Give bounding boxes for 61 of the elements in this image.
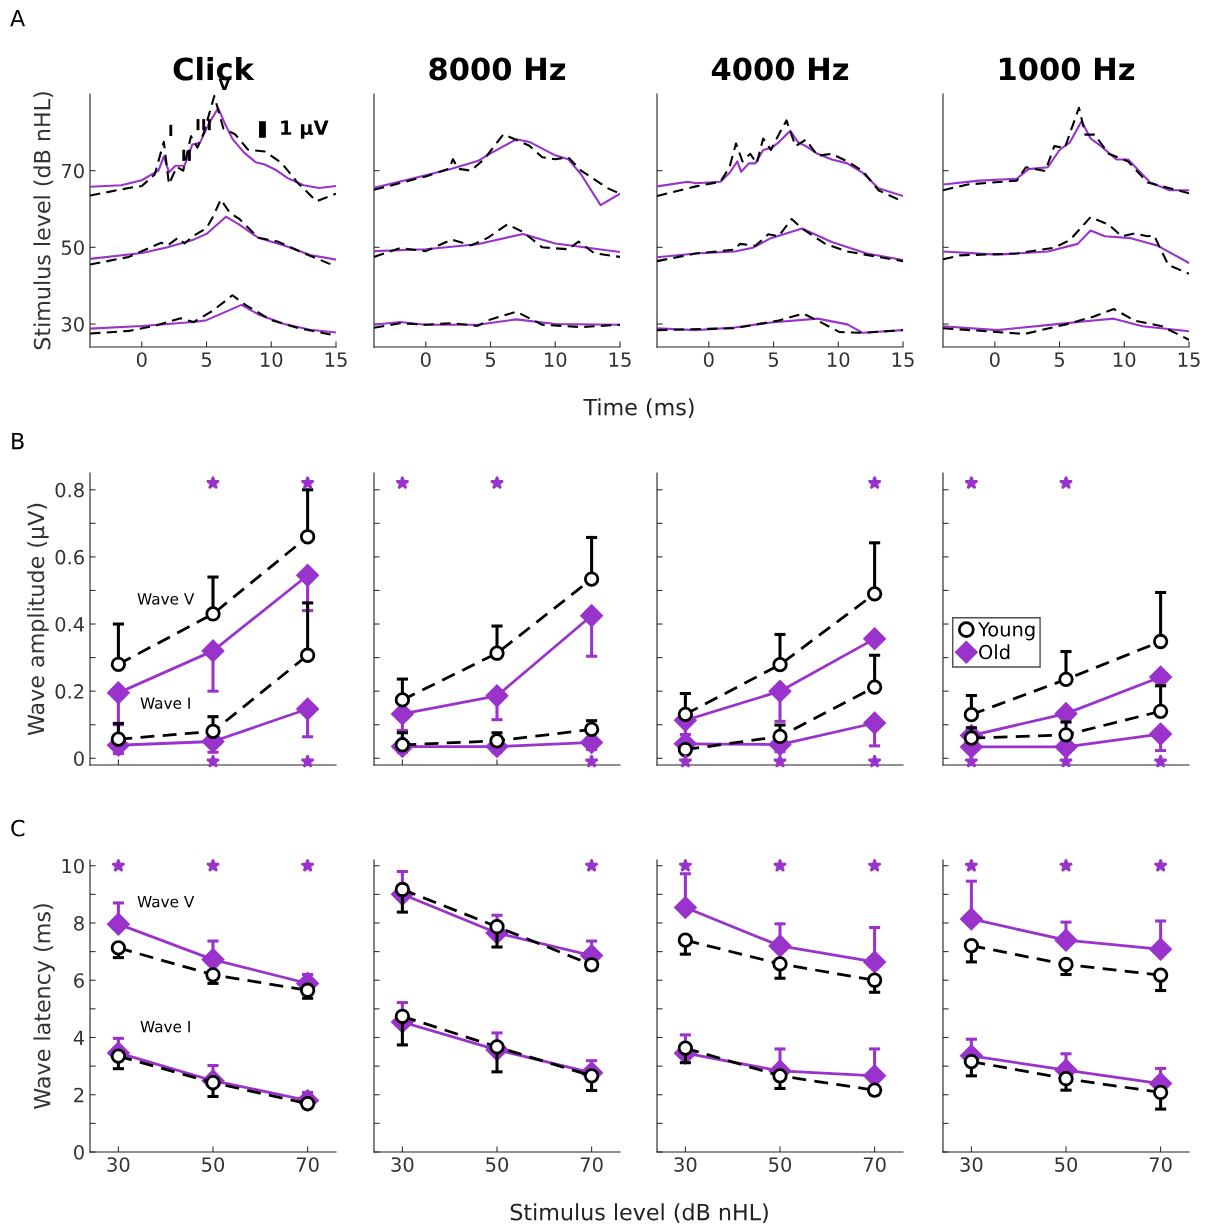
x-tick-label: 15: [325, 352, 347, 367]
x-tick-label: 5: [485, 352, 496, 367]
y-tick-label: 0.8: [55, 482, 84, 498]
x-tick-label: 5: [768, 352, 779, 367]
x-tick-label: 70: [863, 1157, 886, 1172]
y-tick-label: 70: [61, 163, 84, 179]
y-tick-label: 0.4: [55, 616, 85, 632]
legend-label: Old: [979, 644, 1010, 660]
annotation: I: [169, 124, 173, 136]
text: B: [12, 432, 24, 450]
y-tick-label: 0: [74, 751, 84, 766]
x-tick-label: 50: [1055, 1157, 1078, 1172]
series-label: Wave V: [137, 593, 195, 605]
x-tick-label: 15: [609, 352, 631, 367]
y-tick-label: 30: [61, 316, 84, 332]
text: Wave I: [140, 697, 190, 709]
series-label: Wave I: [140, 1021, 190, 1033]
y-tick-label: 0.2: [55, 684, 84, 699]
x-tick-label: 0: [420, 352, 431, 367]
x-tick-label: 70: [296, 1157, 319, 1172]
x-tick-label: 30: [107, 1157, 130, 1172]
x-tick-label: 10: [1114, 352, 1136, 367]
y-axis-title: Wave latency (ms): [33, 904, 55, 1109]
y-tick-label: 50: [61, 240, 84, 255]
x-tick-label: 5: [1054, 352, 1065, 367]
y-tick-label: 2: [74, 1087, 84, 1103]
y-tick-label: 6: [74, 973, 84, 988]
y-axis-title: Wave amplitude (μV): [27, 503, 49, 736]
series-label: Wave V: [137, 896, 195, 908]
x-tick-label: 0: [136, 352, 147, 367]
x-tick-label: 70: [580, 1157, 603, 1172]
legend-label: Young: [977, 622, 1035, 641]
y-tick-label: 0.6: [55, 549, 84, 565]
x-tick-label: 0: [703, 352, 714, 367]
y-tick-label: 10: [62, 858, 84, 874]
chart-title: 1000 Hz: [999, 57, 1135, 81]
x-tick-label: 15: [1178, 352, 1200, 367]
text: A: [10, 9, 26, 27]
x-tick-label: 5: [201, 352, 212, 367]
x-tick-label: 15: [892, 352, 914, 367]
text: C: [11, 819, 25, 837]
y-tick-label: 8: [74, 915, 84, 931]
y-tick-label: 4: [73, 1030, 85, 1045]
chart-title: 8000 Hz: [429, 57, 566, 81]
text: Time (ms): [583, 398, 694, 419]
x-tick-label: 30: [674, 1157, 697, 1172]
x-tick-label: 50: [202, 1157, 225, 1172]
x-tick-label: 10: [261, 352, 283, 367]
x-tick-label: 50: [486, 1157, 509, 1172]
annotation: 1 μV: [281, 120, 329, 139]
x-tick-label: 70: [1149, 1157, 1172, 1172]
y-tick-label: 0: [74, 1144, 84, 1160]
chart-title: 4000 Hz: [711, 57, 849, 81]
x-tick-label: 30: [391, 1157, 414, 1172]
x-tick-label: 10: [828, 352, 850, 367]
text: Stimulus level (dB nHL): [510, 1203, 768, 1224]
x-tick-label: 10: [545, 352, 567, 367]
y-axis-title: Stimulus level (dB nHL): [33, 92, 54, 350]
x-tick-label: 30: [960, 1157, 983, 1172]
x-tick-label: 50: [769, 1157, 792, 1172]
x-tick-label: 0: [989, 352, 1000, 367]
